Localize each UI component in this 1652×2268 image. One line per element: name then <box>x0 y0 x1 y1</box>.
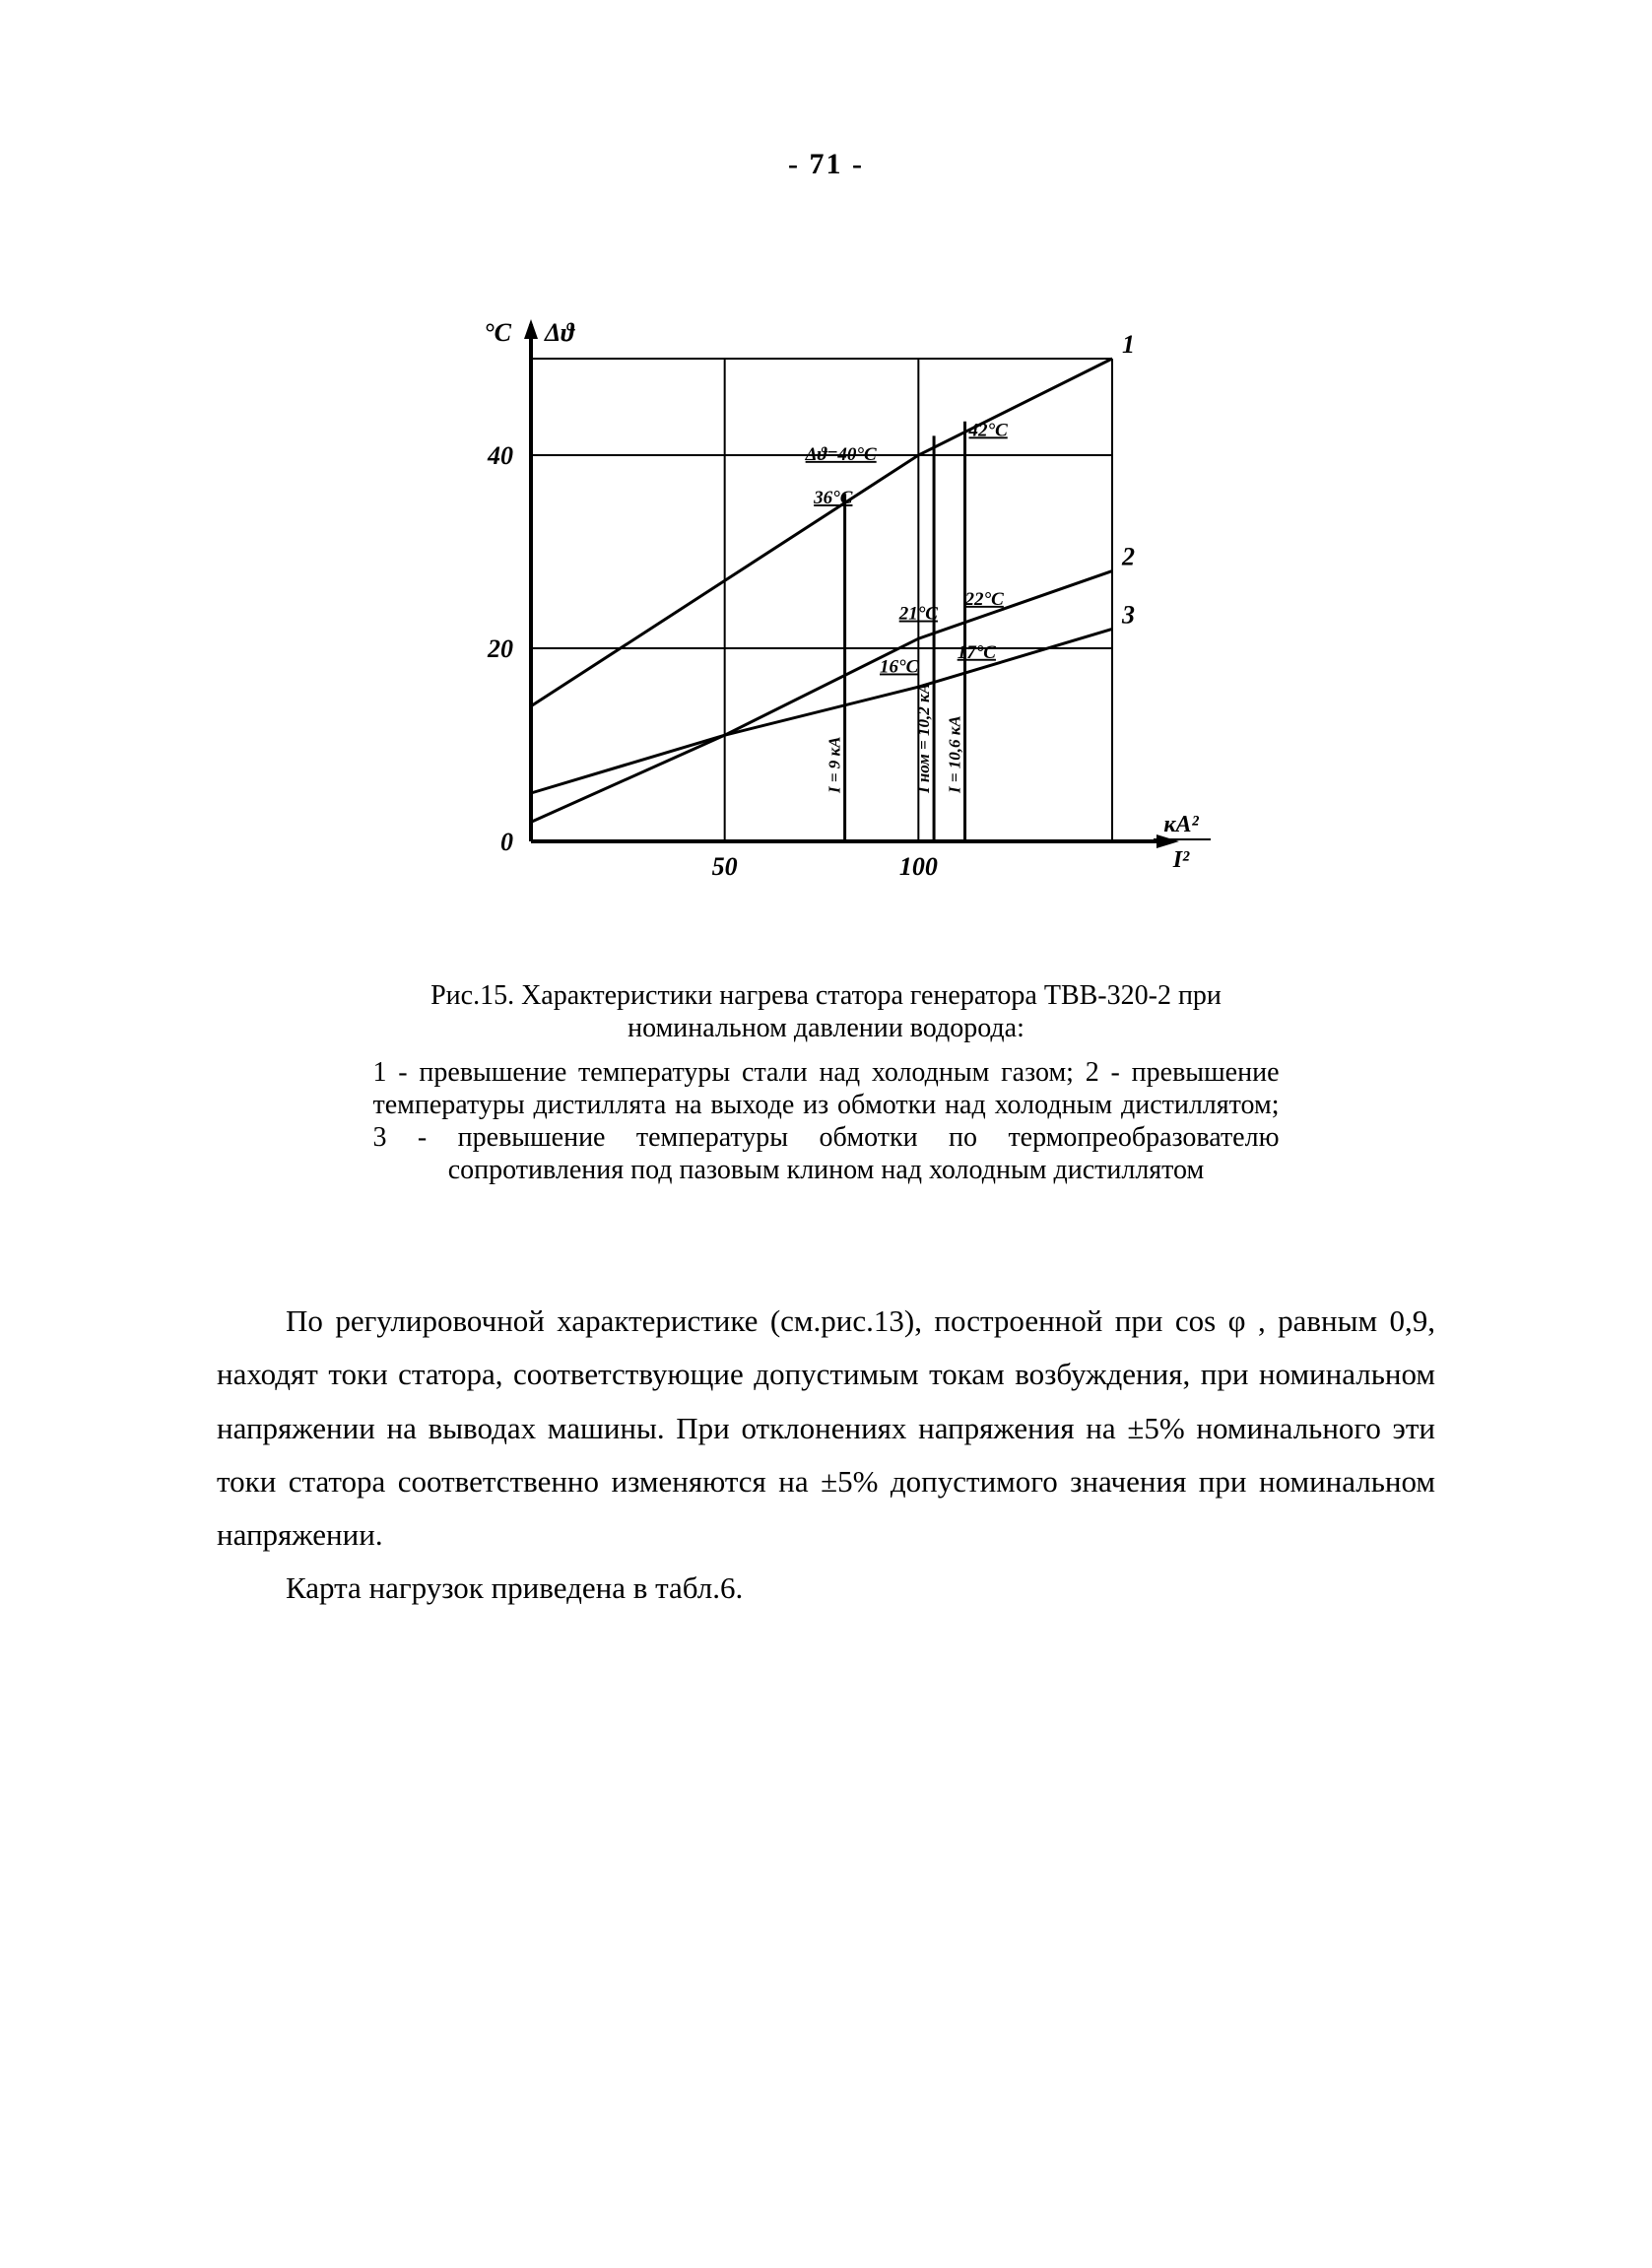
svg-text:22°C: 22°C <box>963 589 1004 610</box>
svg-text:I ном = 10,2 кА: I ном = 10,2 кА <box>914 683 933 794</box>
caption-title: Рис.15. Характеристики нагрева статора г… <box>373 979 1280 1044</box>
svg-text:°C: °C <box>484 318 511 347</box>
svg-text:16°C: 16°C <box>880 657 919 678</box>
chart-container: 0 20 40 50 100 °C Δϑ кА² I² 1 2 3 I = 9 кА I ном = 10… <box>197 300 1455 910</box>
svg-text:20: 20 <box>487 634 513 663</box>
svg-text:21°C: 21°C <box>897 604 938 625</box>
svg-text:17°C: 17°C <box>957 642 996 663</box>
svg-text:Δϑ=40°C: Δϑ=40°C <box>804 444 876 465</box>
svg-text:42°C: 42°C <box>967 420 1008 440</box>
heating-characteristics-chart: 0 20 40 50 100 °C Δϑ кА² I² 1 2 3 I = 9 кА I ном = 10… <box>423 300 1230 910</box>
svg-text:Δϑ: Δϑ <box>544 318 575 347</box>
svg-text:I = 9 кА: I = 9 кА <box>825 736 843 794</box>
svg-text:3: 3 <box>1121 600 1135 629</box>
document-page: - 71 - 0 20 40 50 100 °C Δϑ кА² I² 1 2 3 I = 9 кА I н… <box>0 0 1652 1764</box>
svg-text:I²: I² <box>1171 847 1189 873</box>
body-text: По регулировочной характеристике (см.рис… <box>217 1295 1435 1616</box>
svg-text:40: 40 <box>487 441 513 470</box>
svg-text:I = 10,6 кА: I = 10,6 кА <box>945 715 963 794</box>
body-paragraph-1: По регулировочной характеристике (см.рис… <box>217 1295 1435 1562</box>
figure-caption: Рис.15. Характеристики нагрева статора г… <box>373 979 1280 1186</box>
svg-text:1: 1 <box>1122 330 1135 359</box>
page-number: - 71 - <box>197 148 1455 181</box>
svg-text:кА²: кА² <box>1163 812 1199 837</box>
svg-text:2: 2 <box>1121 543 1135 571</box>
svg-text:50: 50 <box>711 852 737 881</box>
svg-text:36°C: 36°C <box>813 488 853 508</box>
svg-text:0: 0 <box>500 828 513 856</box>
body-paragraph-2: Карта нагрузок приведена в табл.6. <box>217 1562 1435 1615</box>
caption-legend: 1 - превышение температуры стали над хол… <box>373 1056 1280 1186</box>
svg-text:100: 100 <box>898 852 937 881</box>
